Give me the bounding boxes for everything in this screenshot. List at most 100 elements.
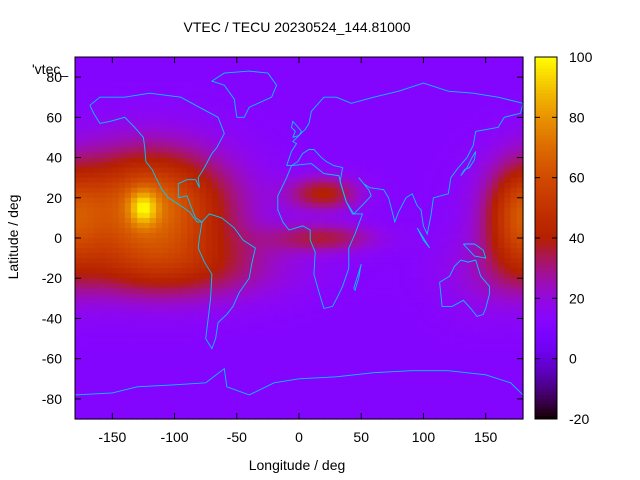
heatmap-cell: [93, 182, 101, 189]
heatmap-cell: [267, 398, 275, 405]
heatmap-cell: [137, 333, 145, 340]
heatmap-cell: [473, 107, 481, 113]
heatmap-cell: [404, 222, 412, 229]
heatmap-cell: [75, 97, 82, 103]
heatmap-cell: [93, 167, 101, 174]
heatmap-cell: [199, 403, 207, 410]
heatmap-cell: [261, 87, 269, 93]
heatmap-cell: [249, 303, 257, 309]
heatmap-cell: [336, 232, 344, 239]
heatmap-cell: [373, 77, 381, 83]
heatmap-cell: [261, 398, 269, 405]
heatmap-cell: [498, 202, 505, 209]
heatmap-cell: [255, 112, 263, 118]
heatmap-cell: [131, 117, 138, 123]
heatmap-cell: [193, 132, 201, 139]
heatmap-cell: [305, 263, 313, 269]
heatmap-cell: [392, 313, 400, 320]
heatmap-cell: [311, 72, 319, 78]
heatmap-cell: [491, 253, 499, 259]
heatmap-cell: [267, 192, 275, 199]
heatmap-cell: [112, 227, 120, 234]
heatmap-cell: [162, 77, 169, 83]
heatmap-cell: [199, 127, 207, 134]
heatmap-cell: [516, 378, 524, 385]
heatmap-cell: [230, 368, 238, 375]
heatmap-cell: [118, 338, 126, 345]
heatmap-cell: [448, 167, 456, 174]
heatmap-cell: [342, 212, 350, 219]
heatmap-cell: [516, 192, 524, 199]
heatmap-cell: [485, 77, 493, 83]
heatmap-cell: [280, 248, 288, 254]
heatmap-cell: [162, 72, 169, 78]
heatmap-cell: [236, 343, 244, 350]
heatmap-cell: [143, 238, 151, 244]
heatmap-cell: [355, 288, 362, 294]
heatmap-cell: [137, 253, 145, 259]
heatmap-cell: [367, 132, 375, 139]
heatmap-cell: [379, 273, 387, 279]
heatmap-cell: [199, 62, 207, 68]
heatmap-cell: [379, 217, 387, 224]
heatmap-cell: [236, 172, 244, 179]
heatmap-cell: [342, 343, 350, 350]
heatmap-cell: [442, 263, 449, 269]
heatmap-cell: [379, 398, 387, 405]
heatmap-cell: [193, 293, 201, 299]
heatmap-cell: [131, 112, 138, 118]
heatmap-cell: [392, 92, 400, 98]
heatmap-cell: [516, 313, 524, 320]
heatmap-cell: [112, 182, 120, 189]
heatmap-cell: [75, 87, 82, 93]
heatmap-cell: [454, 107, 462, 113]
heatmap-cell: [174, 147, 182, 154]
heatmap-cell: [417, 87, 425, 93]
heatmap-cell: [373, 142, 381, 149]
heatmap-cell: [454, 303, 462, 309]
heatmap-cell: [199, 122, 207, 128]
heatmap-cell: [180, 318, 188, 325]
heatmap-cell: [491, 313, 499, 320]
heatmap-cell: [336, 212, 344, 219]
heatmap-cell: [355, 212, 362, 219]
heatmap-cell: [267, 383, 275, 390]
heatmap-cell: [460, 162, 468, 169]
heatmap-cell: [485, 177, 493, 184]
heatmap-cell: [467, 122, 474, 128]
heatmap-cell: [367, 318, 375, 325]
heatmap-cell: [168, 207, 176, 214]
heatmap-cell: [491, 107, 499, 113]
heatmap-cell: [299, 353, 306, 360]
heatmap-cell: [280, 358, 288, 365]
heatmap-cell: [243, 192, 250, 199]
heatmap-cell: [280, 147, 288, 154]
heatmap-cell: [280, 288, 288, 294]
heatmap-cell: [280, 172, 288, 179]
heatmap-cell: [218, 368, 225, 375]
heatmap-cell: [411, 232, 418, 239]
heatmap-cell: [211, 77, 219, 83]
heatmap-cell: [93, 217, 101, 224]
heatmap-cell: [435, 57, 443, 63]
heatmap-cell: [93, 393, 101, 400]
heatmap-cell: [236, 328, 244, 335]
heatmap-cell: [417, 303, 425, 309]
heatmap-cell: [230, 197, 238, 204]
heatmap-cell: [485, 192, 493, 199]
heatmap-cell: [193, 243, 201, 249]
heatmap-cell: [429, 62, 437, 68]
heatmap-cell: [323, 343, 331, 350]
heatmap-cell: [230, 72, 238, 78]
heatmap-cell: [448, 258, 456, 264]
heatmap-cell: [442, 187, 449, 194]
heatmap-cell: [218, 202, 225, 209]
heatmap-cell: [485, 373, 493, 380]
heatmap-cell: [280, 383, 288, 390]
heatmap-cell: [398, 263, 406, 269]
heatmap-cell: [280, 353, 288, 360]
heatmap-cell: [99, 388, 107, 395]
heatmap-cell: [174, 167, 182, 174]
heatmap-cell: [211, 147, 219, 154]
heatmap-cell: [274, 358, 281, 365]
